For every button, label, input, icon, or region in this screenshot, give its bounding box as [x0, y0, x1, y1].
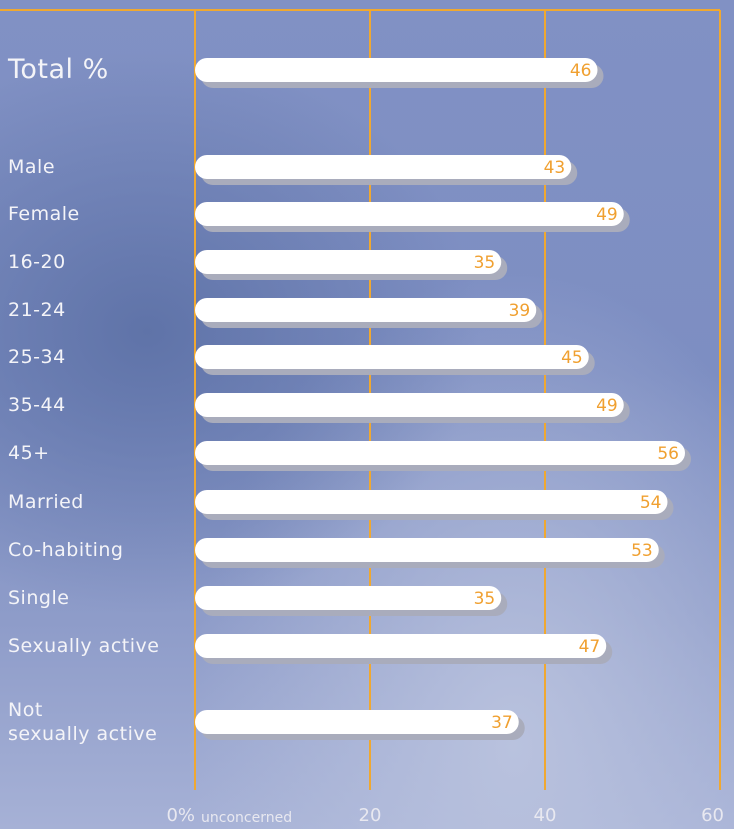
- category-label: 45+: [8, 442, 50, 464]
- value-label: 47: [579, 637, 601, 657]
- x-tick-label: 60: [701, 805, 724, 826]
- category-label: 35-44: [8, 394, 66, 416]
- category-label: Female: [8, 203, 80, 225]
- value-label: 56: [657, 444, 679, 464]
- x-tick-label: 0%: [166, 805, 195, 826]
- bar: [195, 490, 668, 514]
- value-label: 54: [640, 493, 662, 513]
- bar: [195, 345, 589, 369]
- bar: [195, 58, 598, 82]
- value-label: 39: [509, 301, 531, 321]
- bar: [195, 393, 624, 417]
- bar: [195, 441, 685, 465]
- category-label: Married: [8, 491, 84, 513]
- bar: [195, 538, 659, 562]
- category-label: Sexually active: [8, 635, 160, 657]
- bar: [195, 634, 607, 658]
- bar: [195, 710, 519, 734]
- value-label: 45: [561, 348, 583, 368]
- value-label: 35: [474, 253, 496, 273]
- category-label: 21-24: [8, 299, 66, 321]
- value-label: 37: [491, 713, 513, 733]
- category-label: Co-habiting: [8, 539, 124, 561]
- value-label: 46: [570, 61, 592, 81]
- bar: [195, 586, 502, 610]
- value-label: 49: [596, 396, 618, 416]
- bar: [195, 250, 502, 274]
- x-tick-label: 40: [534, 805, 557, 826]
- category-label: Single: [8, 587, 70, 609]
- bar: [195, 155, 572, 179]
- category-label: Male: [8, 156, 56, 178]
- category-label: Not sexually active: [8, 699, 158, 745]
- value-label: 49: [596, 205, 618, 225]
- value-label: 43: [544, 158, 566, 178]
- category-label: 16-20: [8, 251, 66, 273]
- category-label: 25-34: [8, 346, 66, 368]
- bar: [195, 202, 624, 226]
- value-label: 53: [631, 541, 653, 561]
- category-label: Total %: [8, 54, 109, 85]
- value-label: 35: [474, 589, 496, 609]
- bar: [195, 298, 537, 322]
- annotation: unconcerned: [201, 810, 292, 826]
- x-tick-label: 20: [359, 805, 382, 826]
